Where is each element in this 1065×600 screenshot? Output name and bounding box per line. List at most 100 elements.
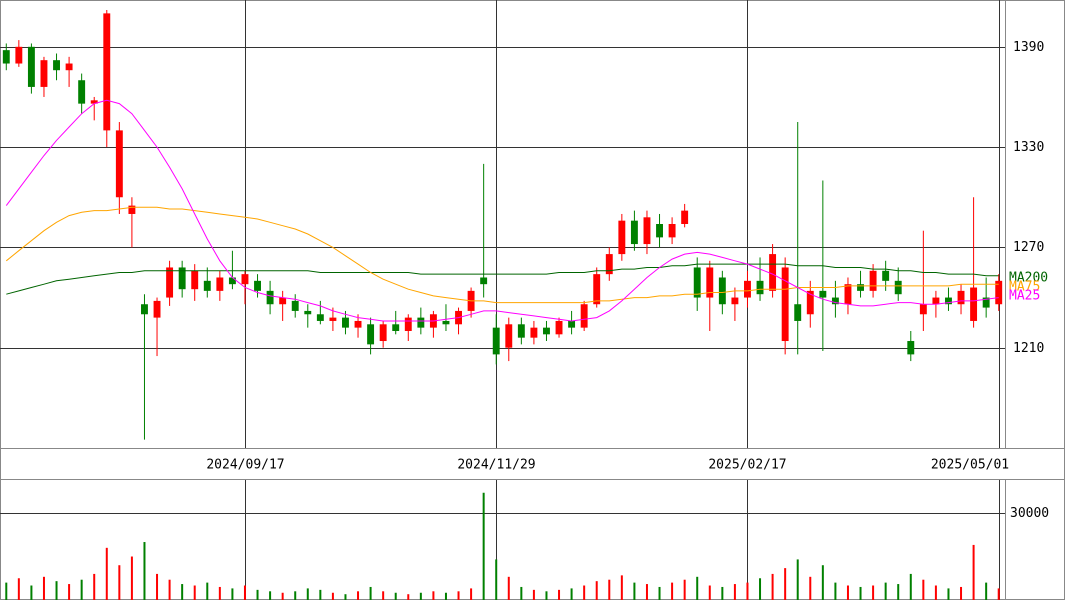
volume-bar [934,585,937,600]
candle-body [568,320,576,328]
volume-bar [357,591,360,600]
volume-bar [369,586,372,600]
volume-bar [834,582,837,600]
volume-bar [193,585,196,600]
candle-body [78,80,86,104]
volume-bar [294,591,297,600]
candle-body [191,270,199,290]
candle-body [656,224,663,238]
volume-bar [181,584,184,600]
volume-bar [721,586,724,600]
volume-bar [520,586,523,600]
volume-bar [42,576,45,600]
volume-bar [746,582,749,600]
candle-body [794,304,802,321]
candle-body [668,224,676,238]
candle-body [254,280,261,291]
candle-body [744,280,751,298]
volume-bar [620,575,623,600]
candle-body [819,290,827,298]
volume-bar [344,594,347,600]
candle-body [530,327,538,338]
candle-body [882,270,890,281]
volume-bar [733,584,736,600]
moving-average-line [6,263,999,295]
volume-bar [17,578,20,600]
candle-body [216,277,224,291]
volume-bar [759,578,762,600]
volume-bar [80,579,83,600]
candle-body [693,267,701,298]
candle-body [316,314,324,321]
candle-body [857,284,864,291]
volume-tick-label: 30000 [1010,506,1049,521]
candle-body [304,310,312,315]
candle-body [166,267,174,298]
volume-bar [5,582,8,600]
candle-body [517,324,525,338]
candle-body [178,267,186,290]
candle-body [869,270,877,291]
candle-body [241,274,249,285]
volume-bar [846,585,849,600]
candle-body [141,304,148,315]
volume-bar [130,556,133,600]
volume-bar [507,576,510,600]
candle-body [706,267,714,298]
volume-bar [595,581,598,600]
candle-body [630,220,638,245]
candle-body [103,13,111,131]
volume-bar [105,547,108,600]
candle-body [342,317,349,328]
volume-bar [495,559,498,600]
legend-label: MA200 [1009,271,1048,286]
volume-bar [796,559,799,600]
volume-bar [985,582,988,600]
volume-bar [206,582,209,600]
volume-bar [633,582,636,600]
volume-bar [243,585,246,600]
candle-body [40,60,48,87]
candle-body [982,297,990,308]
volume-bar [319,589,322,600]
candle-body [945,297,952,305]
x-tick-label: 2024/11/29 [457,458,535,473]
volume-bar [168,579,171,600]
volume-bar [570,588,573,600]
volume-bar [281,592,284,600]
candle-body [806,290,814,315]
candle-body [605,254,613,275]
candle-body [53,60,60,71]
volume-bar [118,565,121,600]
volume-bar [545,591,548,600]
volume-bar [532,589,535,600]
candle-body [907,341,915,355]
volume-bar [608,579,611,600]
volume-bar [658,586,661,600]
volume-bar [68,584,71,600]
volume-bar [444,592,447,600]
candle-body [844,284,852,305]
candle-body [756,280,764,295]
x-tick-label: 2025/05/01 [931,458,1009,473]
volume-bar [708,585,711,600]
candle-body [27,46,35,87]
candle-body [555,320,563,335]
candle-body [995,280,1003,305]
candle-body [731,297,739,305]
y-tick-label: 1330 [1013,140,1044,155]
volume-bar [470,588,473,600]
candle-body [492,327,500,355]
candle-body [970,287,978,321]
volume-bar [884,582,887,600]
candle-body [480,277,488,285]
candle-body [2,50,10,64]
volume-bar [419,592,422,600]
volume-bar [696,576,699,600]
y-tick-label: 1390 [1013,40,1044,55]
candle-body [65,63,73,71]
candle-body [505,324,513,348]
candle-body [203,280,211,291]
